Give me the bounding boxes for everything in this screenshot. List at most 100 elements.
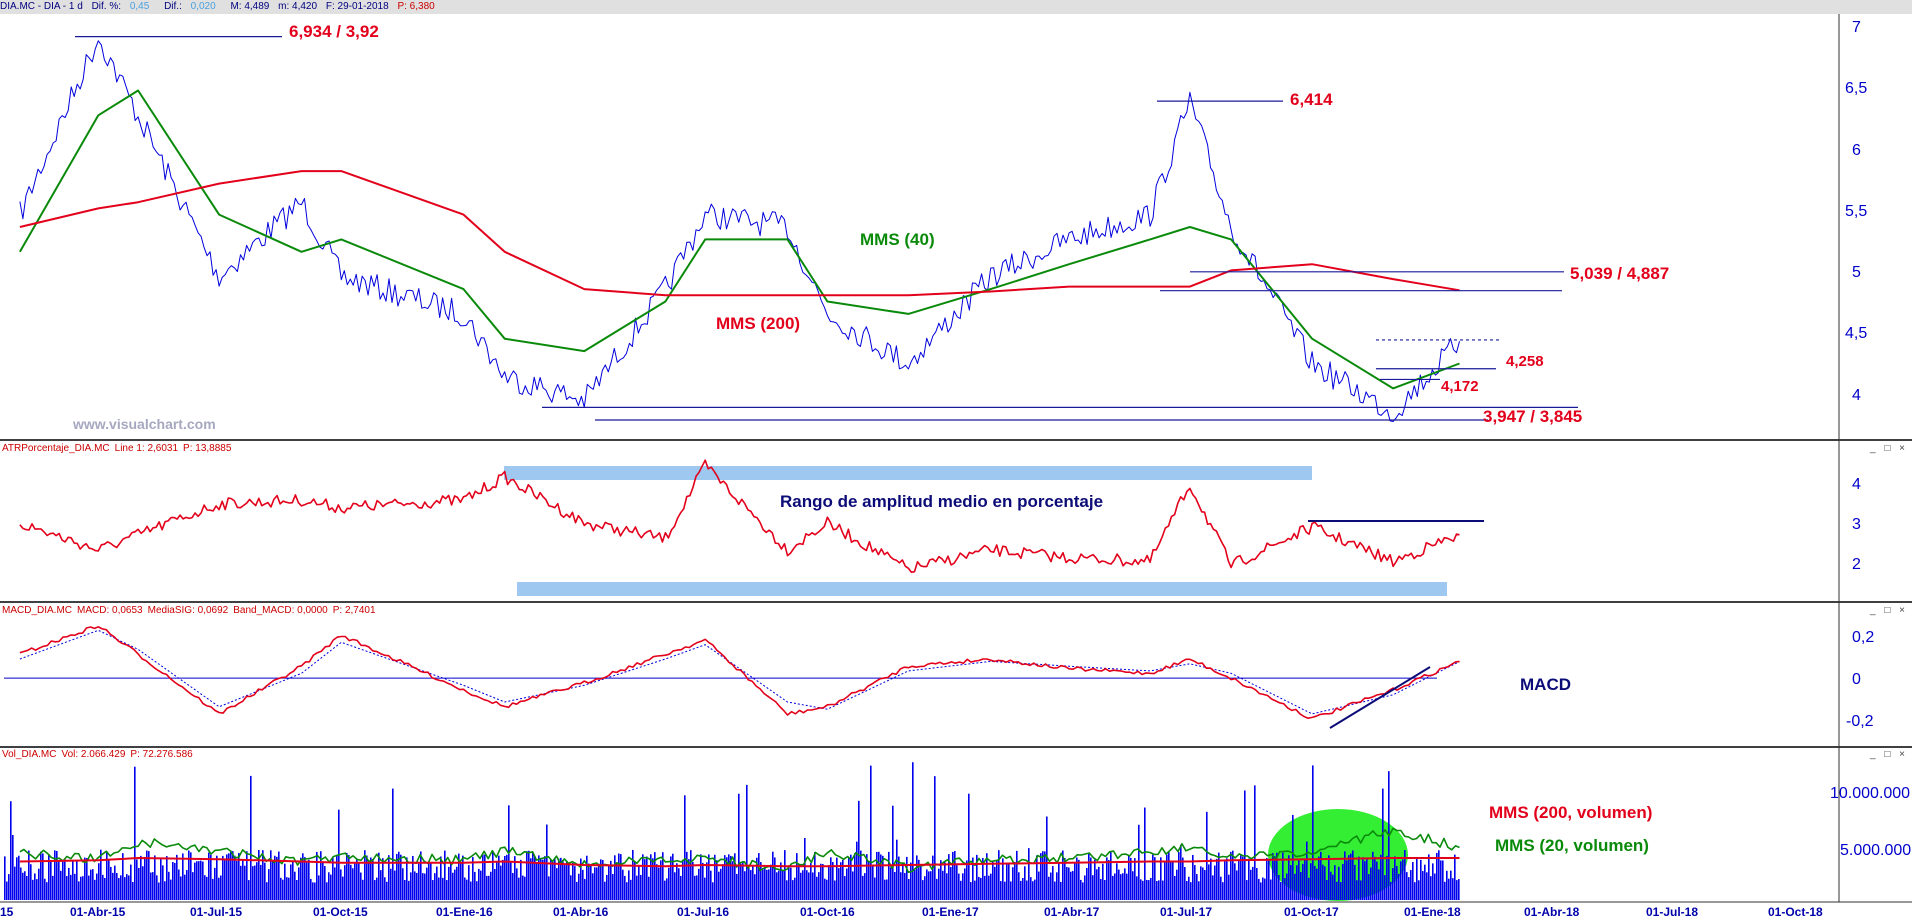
volume-bar <box>1170 861 1172 900</box>
volume-bar <box>1372 851 1374 900</box>
volume-bar <box>10 801 12 900</box>
volume-bar <box>346 852 348 900</box>
macd-tick-neg-0-2: -0,2 <box>1846 713 1874 730</box>
volume-bar <box>1062 850 1064 900</box>
volume-bar <box>728 854 730 900</box>
volume-bar <box>964 868 966 900</box>
volume-bar <box>214 867 216 900</box>
volume-bar <box>880 854 882 900</box>
volume-bar <box>756 857 758 900</box>
volume-bar <box>258 849 260 900</box>
volume-bar <box>792 880 794 900</box>
symbol-label: DIA.MC - DIA - 1 d <box>0 1 83 12</box>
volume-bar <box>304 857 306 900</box>
price-tick-5: 5 <box>1852 264 1861 281</box>
atr-window-controls[interactable]: _ □ × <box>1870 443 1908 454</box>
volume-bar <box>828 865 830 900</box>
volume-bar <box>610 860 612 900</box>
volume-bar <box>688 859 690 900</box>
volume-bar <box>672 853 674 900</box>
volume-bar <box>1006 863 1008 900</box>
volume-bar <box>1096 869 1098 900</box>
volume-bar <box>554 858 556 900</box>
volume-bar <box>1234 863 1236 900</box>
volume-bar <box>24 871 26 900</box>
volume-bar <box>1332 874 1334 900</box>
volume-bar <box>168 871 170 900</box>
volume-bar <box>882 855 884 900</box>
volume-bar <box>868 860 870 900</box>
volume-bar <box>1140 879 1142 900</box>
volume-bar <box>772 851 774 900</box>
volume-bar <box>1048 876 1050 900</box>
volume-bar <box>140 855 142 900</box>
volume-bar <box>938 868 940 900</box>
max-label: M: 4,489 <box>230 1 270 12</box>
volume-bar <box>962 873 964 900</box>
volume-bar <box>524 876 526 900</box>
volume-bar <box>700 854 702 900</box>
volume-bar <box>974 880 976 900</box>
volume-bar <box>36 879 38 900</box>
volume-bar <box>1290 865 1292 900</box>
mms200-label: MMS (200) <box>716 314 801 333</box>
volume-bar <box>950 867 952 900</box>
volume-bar <box>118 878 120 900</box>
macd-window-controls[interactable]: _ □ × <box>1870 605 1908 616</box>
volume-bar <box>154 855 156 900</box>
volume-bar <box>202 861 204 900</box>
volume-bar <box>46 882 48 900</box>
volume-bar <box>404 879 406 900</box>
volume-bar <box>1100 878 1102 900</box>
volume-bar <box>518 877 520 900</box>
volume-bar <box>942 870 944 900</box>
volume-bar <box>126 874 128 900</box>
volume-bar <box>718 871 720 900</box>
volume-bar <box>1354 864 1356 900</box>
volume-bar <box>966 860 968 900</box>
volume-bar <box>1000 881 1002 900</box>
volume-bar <box>1094 859 1096 900</box>
volume-bar <box>1002 858 1004 900</box>
volume-bar <box>864 873 866 900</box>
volume-bar <box>482 854 484 900</box>
volume-bar <box>742 861 744 900</box>
volume-bar <box>1356 880 1358 900</box>
volume-bar <box>922 880 924 900</box>
price-tick-6-5: 6,5 <box>1845 80 1868 97</box>
volume-bar <box>1218 852 1220 900</box>
volume-bar <box>1454 854 1456 900</box>
volume-bar <box>572 862 574 900</box>
volume-bar <box>624 875 626 900</box>
volume-bar <box>254 865 256 900</box>
volume-bar <box>546 824 548 900</box>
volume-bar <box>246 851 248 900</box>
volume-bar <box>1376 861 1378 900</box>
volume-bar <box>1374 856 1376 900</box>
volume-bar <box>1098 866 1100 900</box>
volume-bar <box>668 867 670 900</box>
volume-bar <box>458 853 460 900</box>
date-tick-5: 01-Abr-16 <box>553 905 609 919</box>
volume-bar <box>630 879 632 900</box>
volume-bar <box>222 855 224 900</box>
volume-bar <box>1444 881 1446 900</box>
volume-bar <box>466 879 468 900</box>
volume-bar <box>818 872 820 900</box>
volume-bar <box>56 850 58 900</box>
volume-bar <box>374 880 376 900</box>
volume-bar <box>472 857 474 900</box>
volume-bar <box>1360 880 1362 900</box>
volume-bar <box>38 868 40 900</box>
volume-mms200-series <box>19 857 1460 868</box>
volume-bar <box>84 857 86 900</box>
volume-bar <box>1312 765 1314 900</box>
volume-window-controls[interactable]: _ □ × <box>1870 749 1908 760</box>
volume-bar <box>352 868 354 900</box>
volume-bar <box>730 855 732 900</box>
volume-bar <box>186 870 188 900</box>
volume-bar <box>754 874 756 900</box>
volume-bar <box>1160 857 1162 900</box>
volume-bar <box>256 862 258 900</box>
volume-bar <box>1068 867 1070 900</box>
